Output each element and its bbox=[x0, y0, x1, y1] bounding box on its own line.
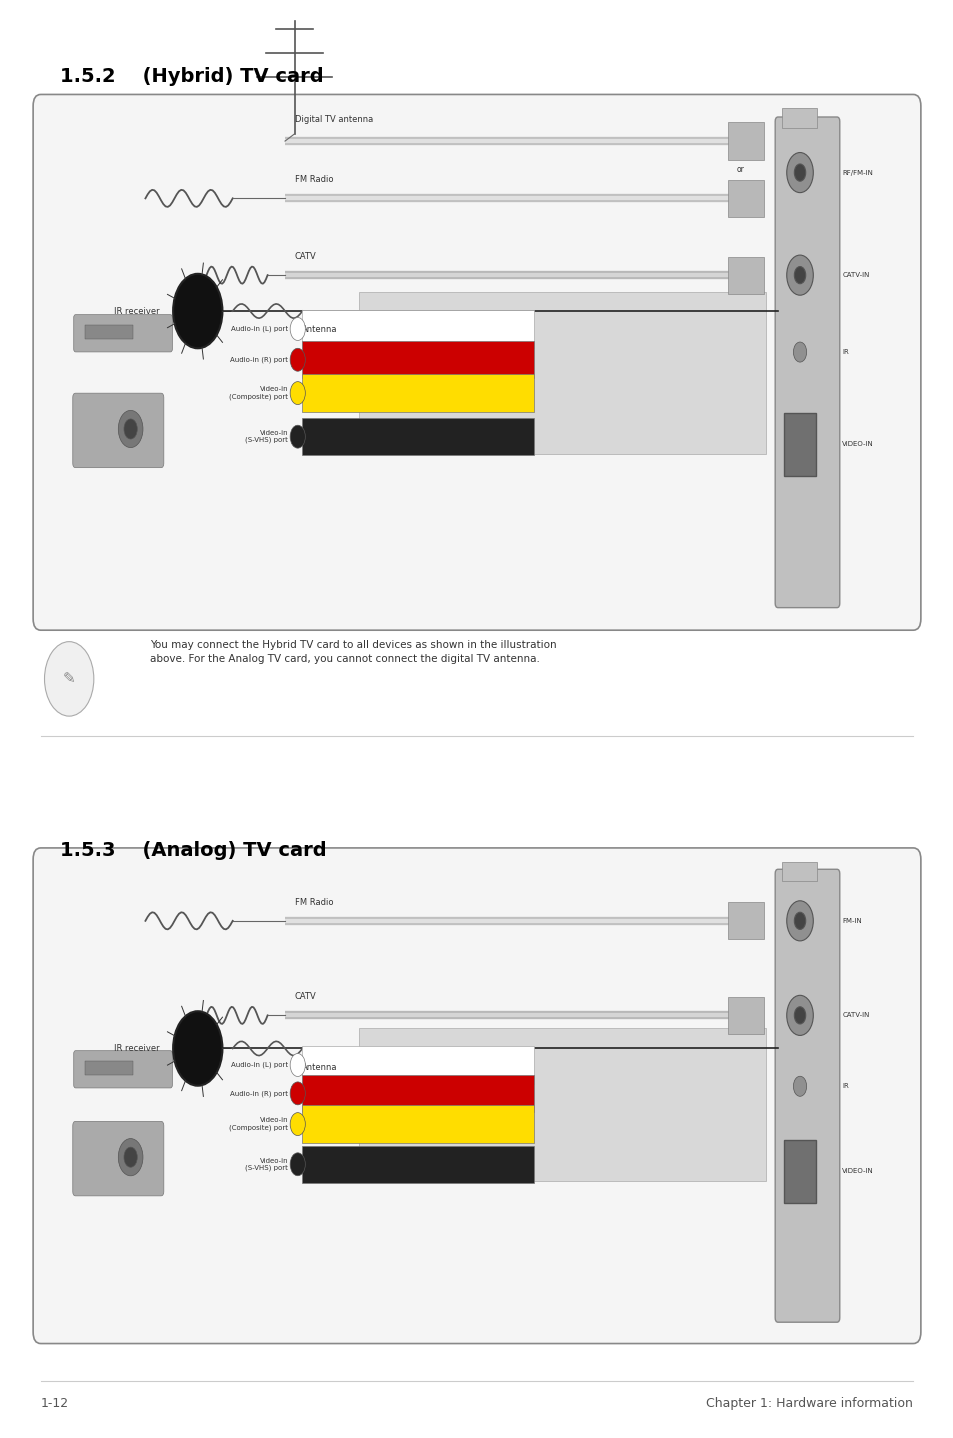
Text: Audio-in (R) port: Audio-in (R) port bbox=[230, 1090, 288, 1097]
Circle shape bbox=[172, 273, 222, 348]
Circle shape bbox=[786, 995, 813, 1035]
Circle shape bbox=[118, 1139, 143, 1176]
Bar bbox=[727, 902, 763, 939]
Circle shape bbox=[172, 1011, 222, 1086]
Bar bbox=[781, 108, 817, 128]
FancyBboxPatch shape bbox=[73, 1051, 172, 1089]
Circle shape bbox=[794, 266, 805, 283]
Text: 1.5.2    (Hybrid) TV card: 1.5.2 (Hybrid) TV card bbox=[60, 68, 323, 86]
Circle shape bbox=[290, 348, 305, 371]
Circle shape bbox=[290, 381, 305, 404]
Text: CATV: CATV bbox=[294, 252, 316, 260]
Text: Antenna: Antenna bbox=[302, 325, 337, 335]
Text: Video-in
(S-VHS) port: Video-in (S-VHS) port bbox=[245, 430, 288, 443]
Circle shape bbox=[786, 255, 813, 295]
Bar bbox=[727, 180, 763, 217]
Text: VIDEO-IN: VIDEO-IN bbox=[841, 1168, 873, 1175]
Circle shape bbox=[794, 164, 805, 181]
Text: You may connect the Hybrid TV card to all devices as shown in the illustration
a: You may connect the Hybrid TV card to al… bbox=[150, 640, 556, 664]
Circle shape bbox=[290, 1113, 305, 1136]
Bar bbox=[302, 1106, 534, 1143]
Bar bbox=[302, 311, 534, 348]
FancyBboxPatch shape bbox=[73, 315, 172, 352]
Text: IR receiver: IR receiver bbox=[114, 1044, 160, 1053]
Text: FM Radio: FM Radio bbox=[294, 897, 333, 906]
Text: 1-12: 1-12 bbox=[41, 1398, 69, 1411]
Circle shape bbox=[290, 1081, 305, 1104]
Text: CATV: CATV bbox=[294, 992, 316, 1001]
Circle shape bbox=[290, 426, 305, 449]
Bar bbox=[302, 1074, 534, 1112]
Circle shape bbox=[124, 418, 137, 439]
Bar bbox=[302, 374, 534, 411]
Bar bbox=[727, 256, 763, 293]
Text: Audio-in (L) port: Audio-in (L) port bbox=[231, 1061, 288, 1068]
Bar bbox=[302, 341, 534, 378]
Circle shape bbox=[290, 318, 305, 341]
FancyBboxPatch shape bbox=[72, 1122, 164, 1196]
Circle shape bbox=[794, 1007, 805, 1024]
Text: Chapter 1: Hardware information: Chapter 1: Hardware information bbox=[705, 1398, 912, 1411]
Text: 1.5.3    (Analog) TV card: 1.5.3 (Analog) TV card bbox=[60, 841, 326, 860]
Text: VIDEO-IN: VIDEO-IN bbox=[841, 441, 873, 447]
Text: or: or bbox=[736, 165, 743, 174]
Bar bbox=[359, 1028, 765, 1182]
Circle shape bbox=[786, 900, 813, 940]
Text: FM-IN: FM-IN bbox=[841, 917, 862, 923]
Circle shape bbox=[45, 641, 93, 716]
Text: Video-in
(Composite) port: Video-in (Composite) port bbox=[229, 1117, 288, 1130]
Circle shape bbox=[786, 152, 813, 193]
FancyBboxPatch shape bbox=[775, 116, 839, 608]
Bar bbox=[302, 1047, 534, 1084]
Text: CATV-IN: CATV-IN bbox=[841, 1012, 869, 1018]
Circle shape bbox=[290, 1054, 305, 1077]
Circle shape bbox=[118, 410, 143, 447]
Bar bbox=[359, 292, 765, 454]
Circle shape bbox=[794, 912, 805, 929]
Bar bbox=[727, 997, 763, 1034]
FancyBboxPatch shape bbox=[775, 869, 839, 1322]
Text: CATV-IN: CATV-IN bbox=[841, 272, 869, 278]
Bar bbox=[302, 1146, 534, 1183]
Circle shape bbox=[124, 1148, 137, 1168]
FancyBboxPatch shape bbox=[72, 393, 164, 467]
Text: Audio-in (R) port: Audio-in (R) port bbox=[230, 357, 288, 362]
Text: IR: IR bbox=[841, 1083, 848, 1089]
Text: Digital TV antenna: Digital TV antenna bbox=[294, 115, 373, 124]
Circle shape bbox=[290, 1153, 305, 1176]
Text: FM Radio: FM Radio bbox=[294, 175, 333, 184]
Bar bbox=[783, 1140, 816, 1202]
Text: ✎: ✎ bbox=[63, 672, 75, 686]
Text: Audio-in (L) port: Audio-in (L) port bbox=[231, 326, 288, 332]
Circle shape bbox=[793, 342, 806, 362]
Text: RF/FM-IN: RF/FM-IN bbox=[841, 170, 872, 175]
Text: IR: IR bbox=[841, 349, 848, 355]
Bar bbox=[783, 413, 816, 476]
Text: Antenna: Antenna bbox=[302, 1063, 337, 1071]
Bar bbox=[302, 418, 534, 456]
Bar bbox=[781, 861, 817, 880]
Bar bbox=[727, 122, 763, 160]
Text: IR receiver: IR receiver bbox=[114, 306, 160, 315]
Bar bbox=[85, 1061, 132, 1076]
FancyBboxPatch shape bbox=[33, 95, 920, 630]
Circle shape bbox=[793, 1076, 806, 1096]
FancyBboxPatch shape bbox=[33, 848, 920, 1343]
Bar bbox=[85, 325, 132, 339]
Text: Video-in
(Composite) port: Video-in (Composite) port bbox=[229, 387, 288, 400]
Text: Video-in
(S-VHS) port: Video-in (S-VHS) port bbox=[245, 1158, 288, 1171]
